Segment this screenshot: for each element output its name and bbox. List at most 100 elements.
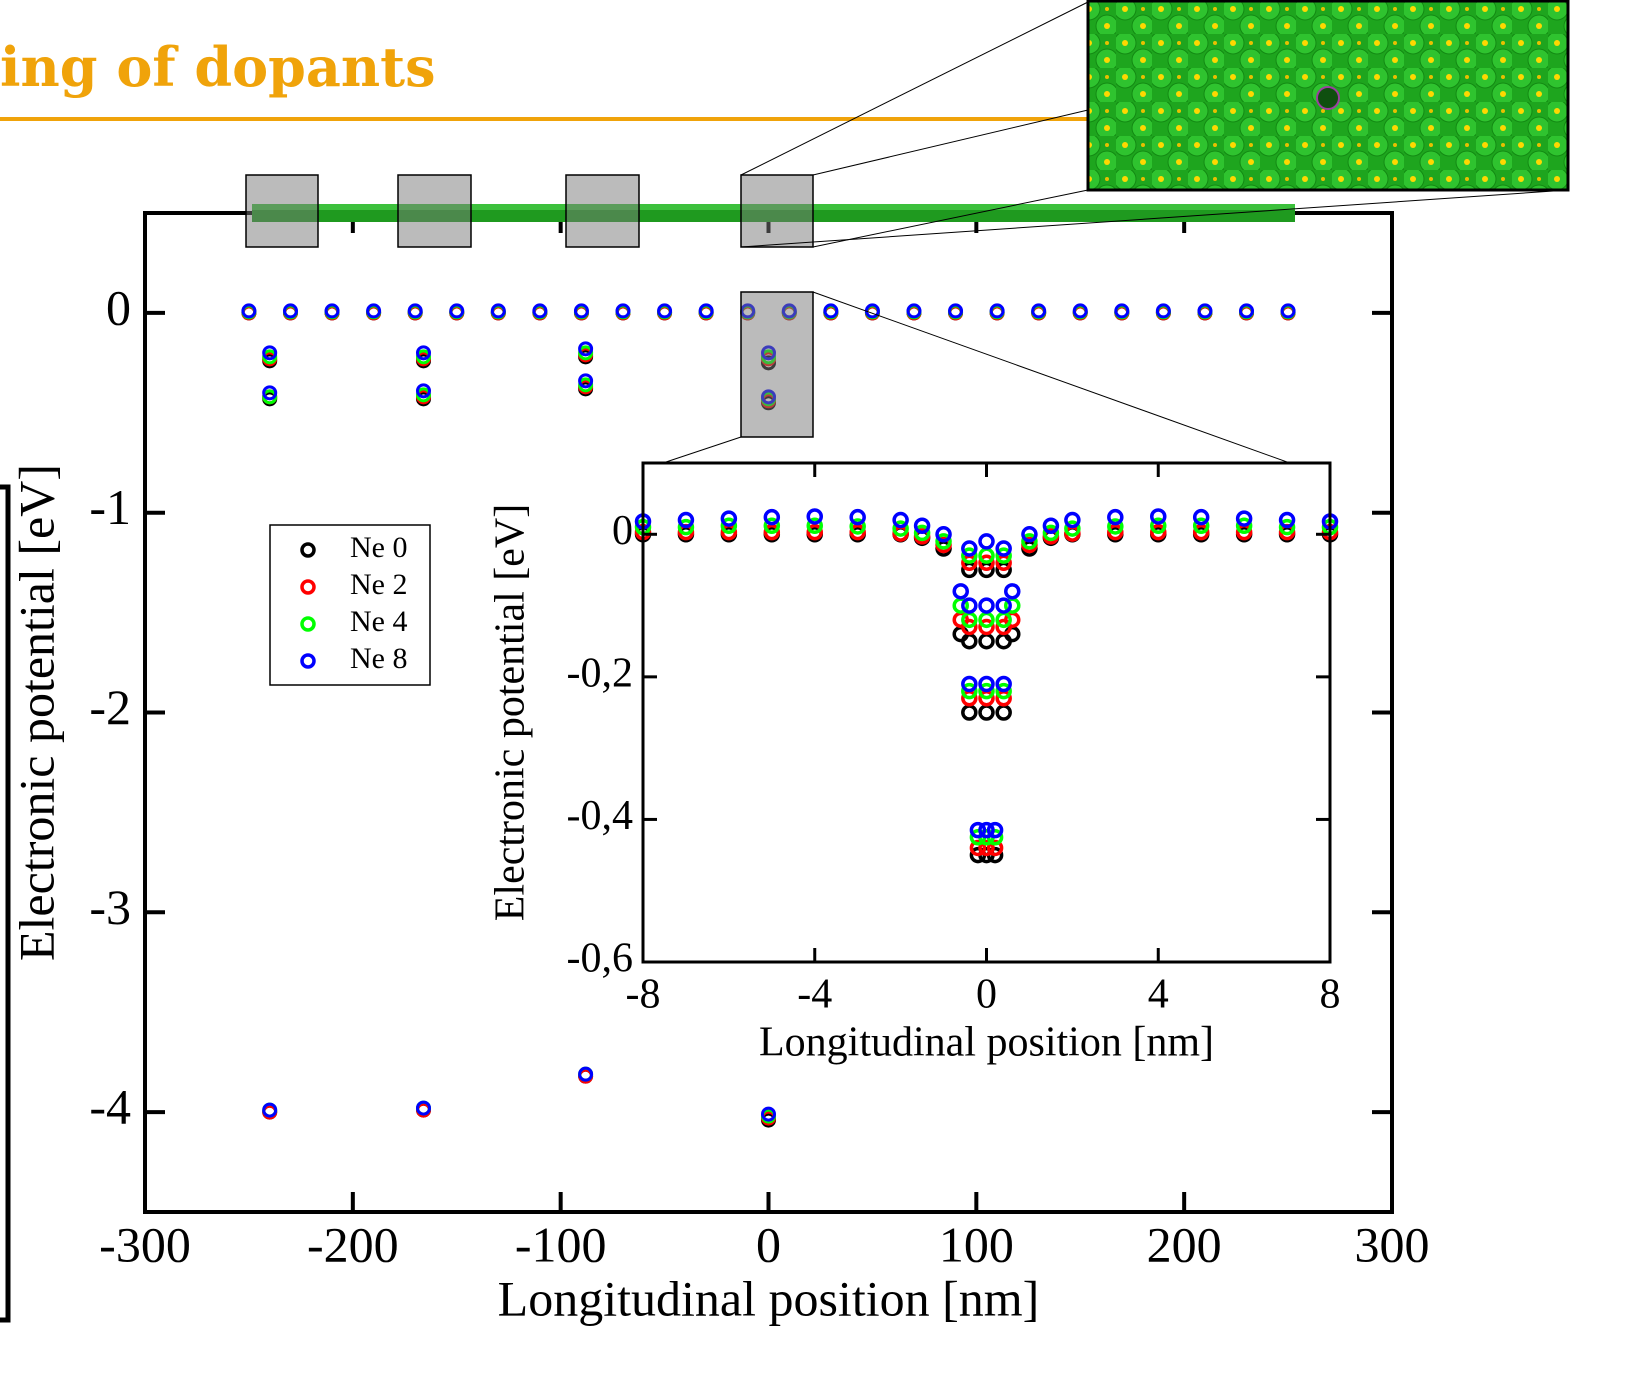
y-axis-label: Electronic potential [eV]	[8, 464, 64, 961]
data-point	[1064, 511, 1081, 529]
data-point	[449, 303, 465, 319]
data-point	[978, 597, 995, 614]
data-point	[366, 303, 382, 319]
data-point	[961, 597, 978, 614]
data-point	[763, 508, 781, 526]
data-point	[978, 821, 995, 839]
data-point	[1239, 303, 1255, 319]
legend-marker	[300, 542, 316, 558]
y-tick-label: -0,4	[567, 793, 634, 839]
x-tick-label: 4	[1148, 972, 1169, 1018]
data-point	[969, 839, 987, 857]
data-point	[1150, 517, 1167, 534]
data-point	[1042, 524, 1060, 542]
dopant-box	[397, 174, 472, 248]
data-point	[763, 517, 781, 534]
data-point	[1235, 510, 1253, 527]
zoom-line	[812, 291, 1316, 473]
data-point	[906, 303, 922, 319]
x-tick-label: 300	[1355, 1216, 1430, 1272]
data-point	[978, 533, 995, 550]
data-point	[892, 511, 909, 529]
y-tick-label: -3	[89, 879, 131, 935]
data-point	[986, 839, 1004, 857]
data-point	[849, 518, 866, 535]
data-point	[935, 533, 952, 550]
x-tick-label: 100	[939, 1216, 1014, 1272]
data-point	[1278, 518, 1296, 536]
data-point	[849, 523, 866, 541]
data-point	[913, 517, 931, 534]
x-tick-label: -4	[797, 972, 832, 1018]
x-tick-label: -200	[307, 1216, 399, 1272]
data-point	[573, 303, 589, 319]
data-point	[935, 526, 952, 543]
dopant-box	[740, 174, 814, 248]
data-point	[262, 1102, 278, 1118]
data-point	[986, 821, 1004, 839]
data-point	[262, 345, 278, 361]
data-point	[415, 383, 431, 399]
data-point	[961, 675, 978, 693]
dopant-box	[245, 174, 319, 248]
data-point	[961, 618, 978, 636]
dopant-box	[565, 174, 640, 248]
slide-title: ing of dopants	[0, 35, 436, 99]
legend-label: Ne 8	[350, 642, 407, 675]
data-point	[1021, 526, 1038, 543]
x-tick-label: -8	[626, 972, 661, 1018]
data-point	[892, 520, 909, 537]
data-point	[978, 618, 995, 636]
data-point	[978, 554, 995, 572]
data-point	[1278, 511, 1296, 529]
decorations	[245, 0, 1570, 473]
x-tick-label: 0	[756, 1216, 781, 1272]
data-point	[282, 303, 298, 319]
data-point	[1064, 520, 1081, 537]
data-point	[720, 517, 738, 534]
legend-label: Ne 0	[350, 531, 407, 564]
data-point	[1021, 533, 1038, 550]
y-axis-label: Electronic potential [eV]	[488, 504, 534, 921]
y-tick-label: -4	[89, 1079, 131, 1135]
data-point	[720, 510, 738, 527]
data-point	[615, 303, 631, 319]
zoom-line	[740, 189, 1569, 248]
x-tick-label: 0	[976, 972, 997, 1018]
data-point	[1107, 523, 1124, 541]
data-point	[1042, 517, 1060, 534]
data-point	[989, 303, 1005, 319]
dopant-atom	[1316, 86, 1340, 110]
x-tick-label: 8	[1320, 972, 1341, 1018]
y-tick-label: -0,6	[567, 936, 634, 982]
side-frame	[0, 484, 11, 1323]
legend-label: Ne 4	[350, 605, 407, 638]
plot-area	[643, 463, 1330, 962]
legend-box	[269, 524, 431, 686]
data-point	[995, 675, 1012, 693]
data-point	[1280, 303, 1296, 319]
data-point	[657, 303, 673, 319]
data-point	[1107, 508, 1124, 526]
data-point	[1114, 303, 1130, 319]
x-tick-label: -300	[99, 1216, 191, 1272]
data-point	[1197, 303, 1213, 319]
data-point	[415, 1100, 431, 1116]
x-axis-label: Longitudinal position [nm]	[498, 1270, 1040, 1326]
y-tick-label: -1	[89, 479, 131, 535]
data-point	[677, 518, 695, 536]
data-point	[849, 508, 866, 526]
x-axis-label: Longitudinal position [nm]	[759, 1020, 1214, 1066]
y-tick-label: -2	[89, 679, 131, 735]
data-point	[578, 1066, 594, 1082]
data-point	[823, 303, 839, 319]
data-point	[262, 385, 278, 401]
data-point	[961, 540, 978, 557]
data-point	[1107, 518, 1124, 535]
data-point	[806, 517, 823, 534]
data-point	[415, 345, 431, 361]
data-point	[241, 303, 257, 319]
x-tick-label: 200	[1147, 1216, 1222, 1272]
data-point	[995, 540, 1012, 557]
